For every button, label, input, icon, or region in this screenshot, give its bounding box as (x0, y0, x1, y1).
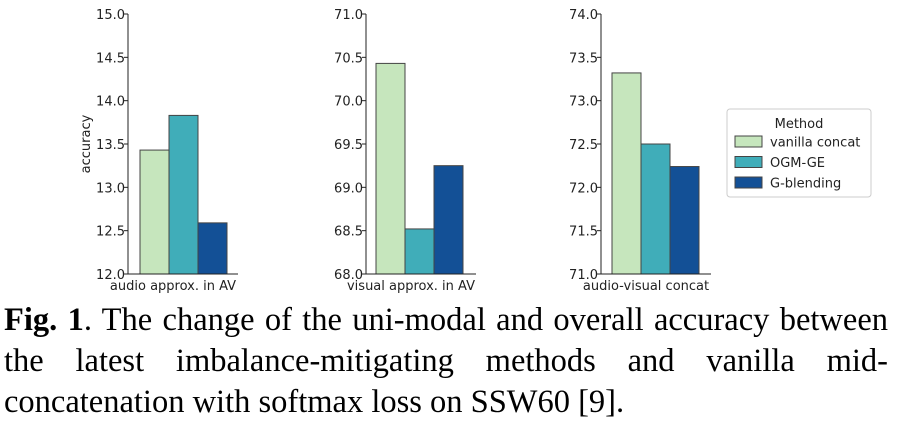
x-axis-label: audio approx. in AV (110, 279, 236, 294)
y-tick-label: 69.0 (334, 181, 363, 196)
y-tick-label: 73.5 (569, 51, 598, 66)
y-tick-label: 12.5 (96, 225, 125, 240)
y-tick-label: 68.5 (334, 225, 363, 240)
legend-frame (726, 108, 872, 198)
legend: Method vanilla concat OGM-GE G-blending (726, 108, 872, 198)
figure-charts: 12.0 12.5 13.0 13.5 14.0 14.5 15.0 audio approx… (79, 8, 872, 294)
bar-vanilla-concat (139, 149, 170, 275)
y-tick-label: 13.5 (96, 138, 125, 153)
figure-caption: Fig. 1. The change of the uni-modal and … (4, 300, 888, 423)
y-tick-label: 70.0 (334, 95, 363, 110)
legend-label-g-blending: G-blending (770, 177, 841, 192)
y-tick-label: 13.0 (96, 181, 125, 196)
y-tick-label: 71.0 (334, 8, 363, 23)
y-tick-label: 71.5 (569, 225, 598, 240)
bar-vanilla-concat (611, 72, 642, 275)
bar-g-blending (197, 222, 228, 275)
bar-ogm-ge (640, 143, 671, 275)
y-tick-label: 12.0 (96, 268, 125, 283)
x-axis-label: visual approx. in AV (347, 279, 475, 294)
y-tick-label: 14.0 (96, 95, 125, 110)
caption-label: Fig. 1 (4, 302, 84, 338)
bar-g-blending (669, 166, 700, 275)
bar-vanilla-concat (375, 62, 406, 275)
chart-1: 12.0 12.5 13.0 13.5 14.0 14.5 15.0 audio approx… (79, 8, 238, 294)
y-tick-label: 69.5 (334, 138, 363, 153)
bar-ogm-ge (404, 228, 435, 275)
chart-2: 68.0 68.5 69.0 69.5 70.0 70.5 71.0 visual appro… (334, 8, 476, 294)
legend-swatch-ogm-ge (734, 156, 763, 168)
y-tick-label: 71.0 (569, 268, 598, 283)
legend-title: Method (775, 117, 824, 132)
y-axis-label: accuracy (79, 114, 94, 173)
caption-text: . The change of the uni-modal and overal… (4, 302, 888, 420)
x-axis-label: audio-visual concat (583, 279, 709, 294)
y-tick-label: 73.0 (569, 95, 598, 110)
y-tick-label: 68.0 (334, 268, 363, 283)
y-tick-label: 72.5 (569, 138, 598, 153)
y-tick-label: 70.5 (334, 51, 363, 66)
y-tick-label: 74.0 (569, 8, 598, 23)
bar-g-blending (433, 165, 464, 275)
bar-ogm-ge (168, 114, 199, 275)
y-tick-label: 15.0 (96, 8, 125, 23)
legend-swatch-vanilla-concat (734, 135, 763, 148)
legend-swatch-g-blending (734, 176, 763, 189)
chart-3: 71.0 71.5 72.0 72.5 73.0 73.5 74.0 audio-visual… (569, 8, 711, 294)
legend-label-ogm-ge: OGM-GE (770, 156, 825, 171)
legend-label-vanilla-concat: vanilla concat (770, 136, 860, 151)
y-tick-label: 72.0 (569, 181, 598, 196)
y-tick-label: 14.5 (96, 51, 125, 66)
